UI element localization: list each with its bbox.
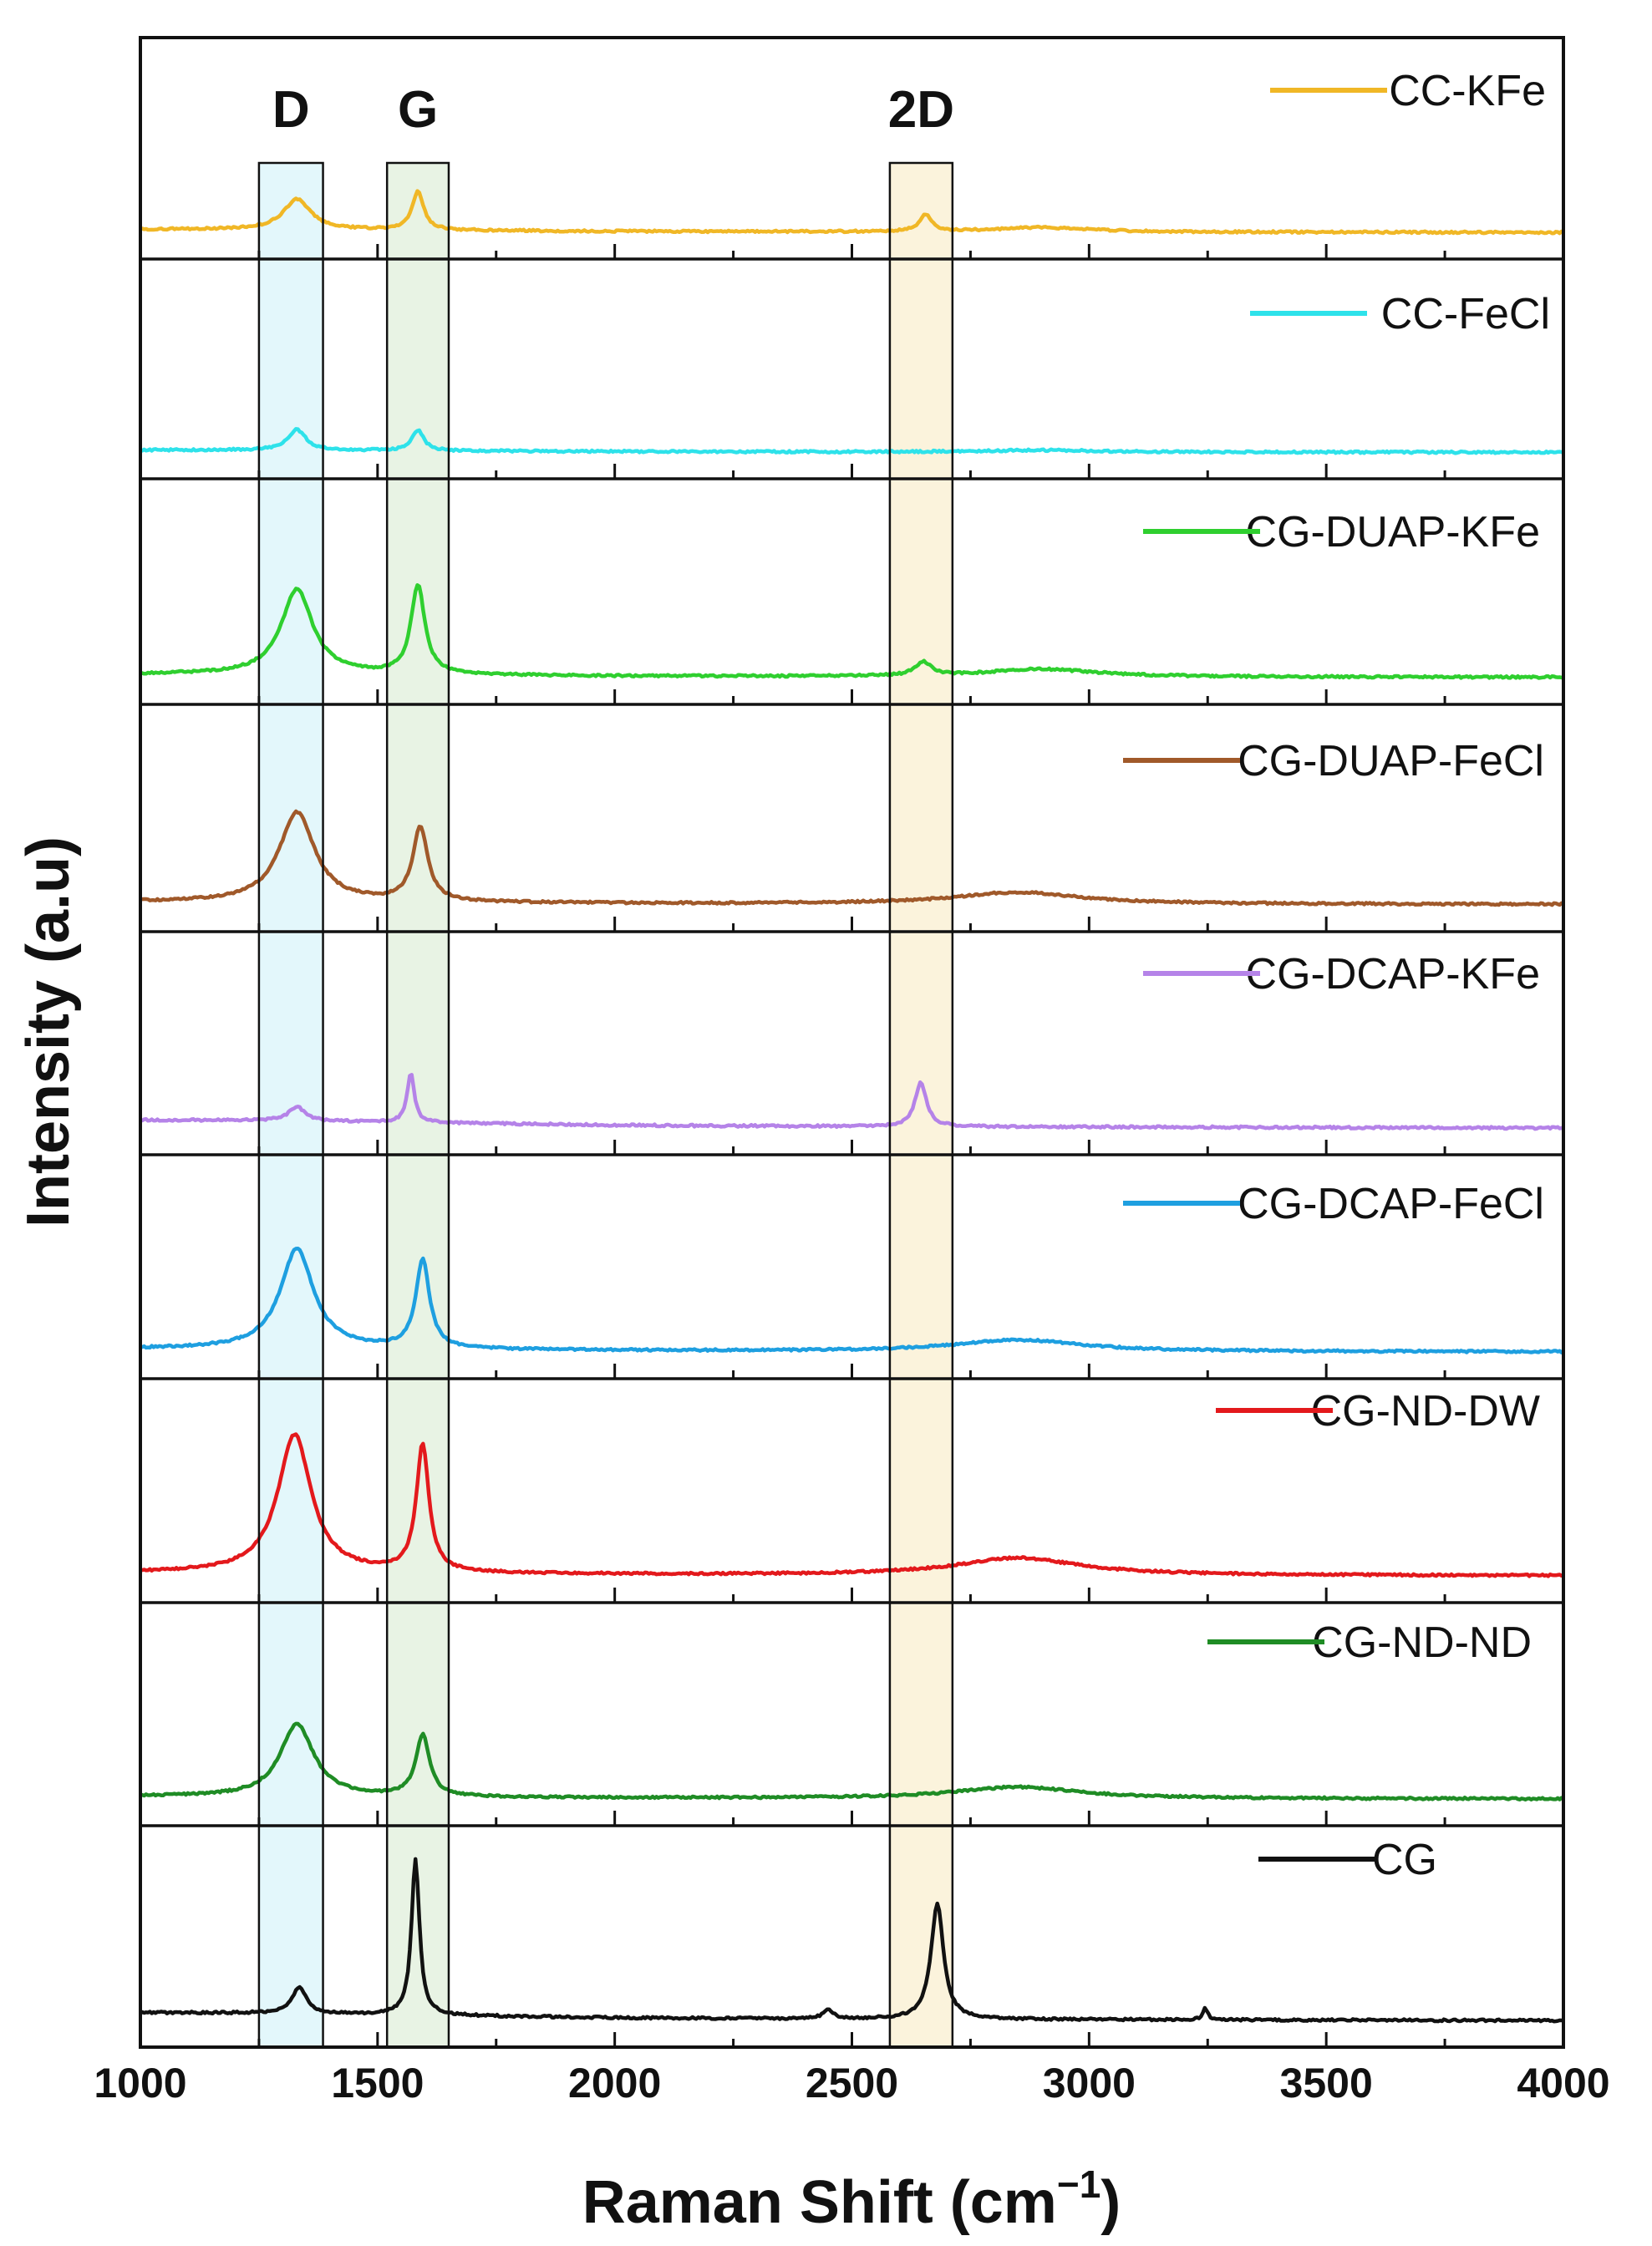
band-labels: D G 2D (272, 81, 954, 139)
legend-label-cg-dcap-kfe: CG-DCAP-KFe (1246, 950, 1540, 999)
x-axis-title-text: Raman Shift (cm (582, 2169, 1057, 2236)
legend-item-cc-fecl: CC-FeCl (1250, 290, 1550, 338)
band-label-d: D (272, 81, 310, 139)
legend-label-cg-duap-kfe: CG-DUAP-KFe (1246, 508, 1540, 556)
series-line-cg-nd-nd (140, 1721, 1564, 1801)
x-axis-title-superscript: −1 (1057, 2162, 1100, 2206)
band-highlights (258, 163, 953, 2047)
legend-label-cg-dcap-fecl: CG-DCAP-FeCl (1238, 1180, 1544, 1228)
legend-item-cc-kfe: CC-KFe (1270, 67, 1546, 115)
x-tick-label: 1000 (94, 2060, 186, 2106)
x-axis-title: Raman Shift (cm−1) (582, 2162, 1121, 2236)
legend-item-cg: CG (1258, 1836, 1437, 1884)
legend-label-cg-nd-nd: CG-ND-ND (1312, 1618, 1532, 1667)
x-tick-label: 3500 (1280, 2060, 1373, 2106)
legend-label-cc-kfe: CC-KFe (1389, 67, 1546, 115)
band-fill-2d (889, 163, 953, 2047)
x-axis-title-close: ) (1100, 2169, 1121, 2236)
legend-item-cg-dcap-fecl: CG-DCAP-FeCl (1123, 1180, 1544, 1228)
x-tick-label: 4000 (1517, 2060, 1609, 2106)
x-tick-label: 1500 (331, 2060, 424, 2106)
series-line-cg-dcap-fecl (140, 1246, 1565, 1354)
series-line-cg-nd-dw (140, 1432, 1564, 1578)
legend-item-cg-nd-nd: CG-ND-ND (1207, 1618, 1532, 1667)
series-line-cg-dcap-kfe (140, 1073, 1564, 1131)
x-tick-label: 2500 (806, 2060, 898, 2106)
legend-item-cg-dcap-kfe: CG-DCAP-KFe (1143, 950, 1540, 999)
band-borders (257, 161, 954, 2049)
series-layer (139, 189, 1565, 2024)
x-tick-label: 2000 (568, 2060, 661, 2106)
legend-label-cg-nd-dw: CG-ND-DW (1311, 1387, 1540, 1436)
band-label-2d: 2D (888, 81, 954, 139)
legend-label-cg: CG (1372, 1836, 1437, 1884)
series-line-cg-duap-fecl (140, 809, 1565, 907)
series-line-cg-duap-kfe (140, 583, 1564, 680)
series-line-cc-fecl (140, 427, 1564, 455)
x-tick-label: 3000 (1043, 2060, 1136, 2106)
series-line-cc-kfe (139, 189, 1564, 236)
legend-label-cg-duap-fecl: CG-DUAP-FeCl (1238, 737, 1544, 785)
legend-item-cg-nd-dw: CG-ND-DW (1216, 1387, 1540, 1436)
legend-item-cg-duap-kfe: CG-DUAP-KFe (1143, 508, 1540, 556)
y-axis-title: Intensity (a.u) (15, 836, 82, 1227)
series-line-cg (139, 1857, 1564, 2024)
legend-item-cg-duap-fecl: CG-DUAP-FeCl (1123, 737, 1544, 785)
legend: CC-KFe CC-FeCl CG-DUAP-KFe CG-DUAP-FeCl CG-D… (1123, 67, 1550, 1884)
band-label-g: G (398, 81, 438, 139)
x-ticks: 1000 1500 2000 2500 3000 3500 4000 (94, 244, 1610, 2106)
plot-frame (139, 36, 1565, 2049)
legend-label-cc-fecl: CC-FeCl (1381, 290, 1550, 338)
